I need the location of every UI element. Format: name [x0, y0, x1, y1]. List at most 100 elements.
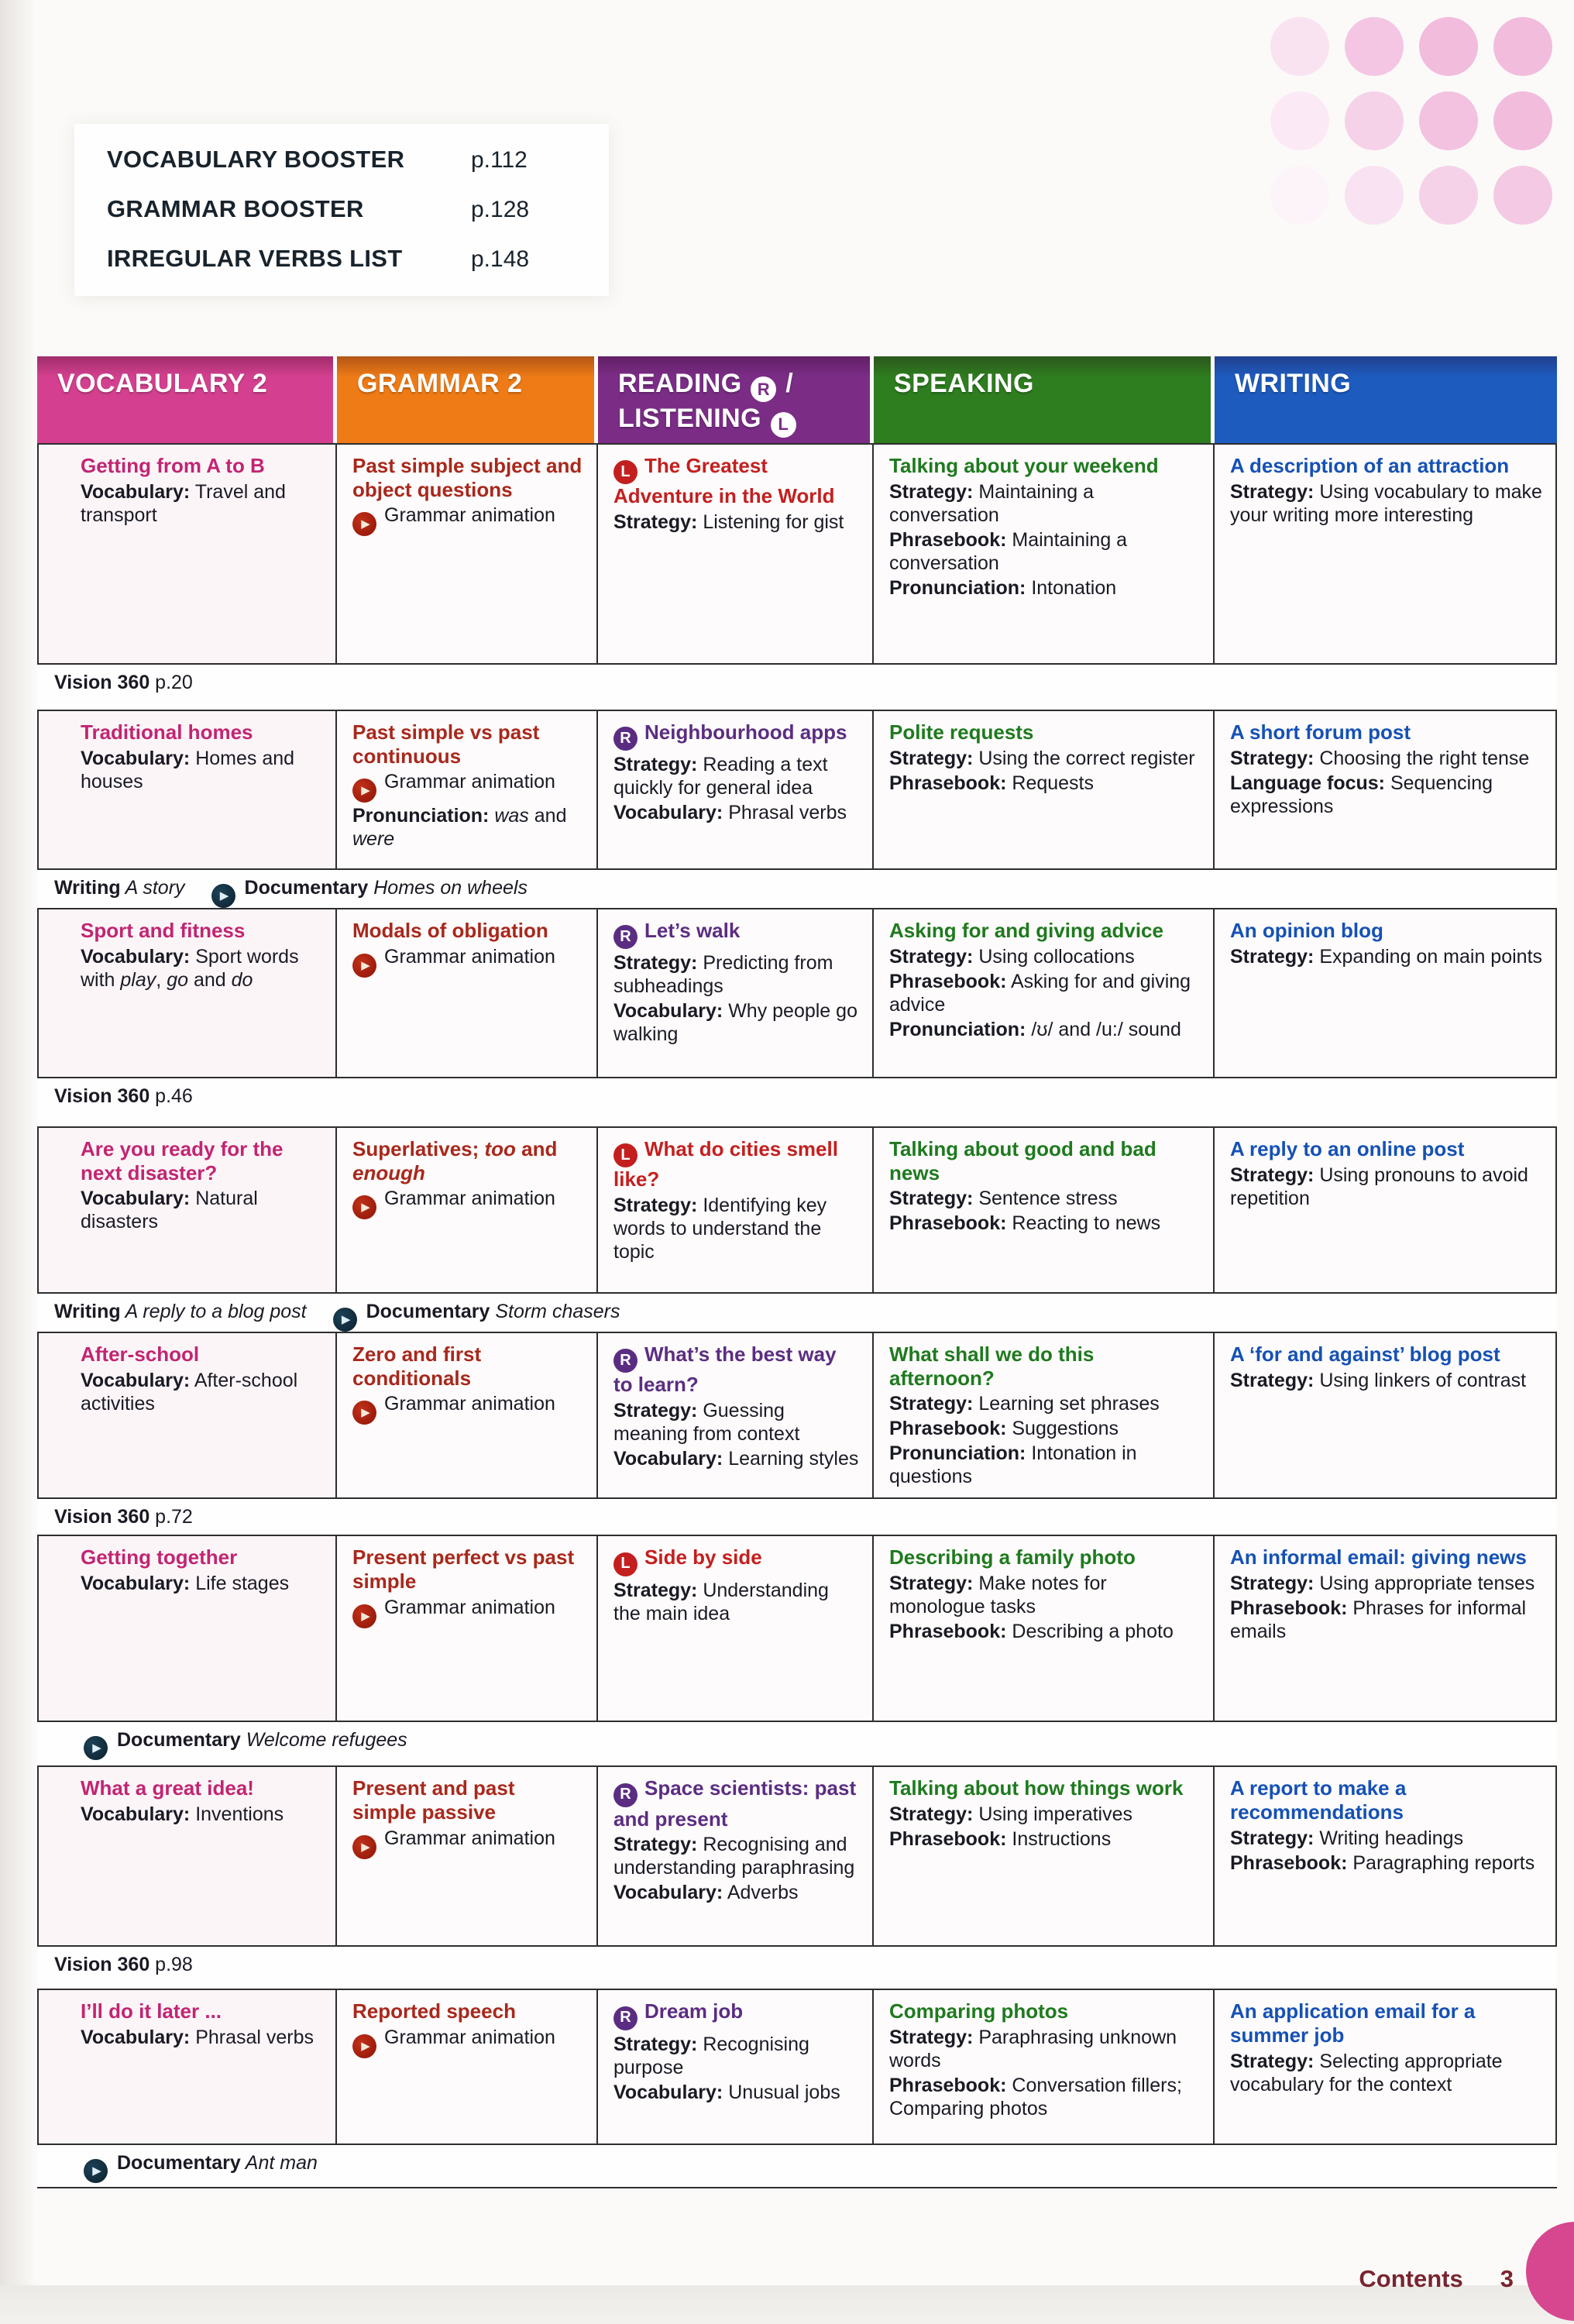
cell-line: Strategy: Using imperatives [889, 1803, 1133, 1826]
cell-title: A reply to an online post [1230, 1137, 1465, 1160]
table-cell: Sport and fitness Vocabulary: Sport words… [37, 909, 337, 1078]
table-cell: L Side by side Strategy: Understanding the… [598, 1536, 874, 1723]
cell-line: Strategy: Expanding on main points [1230, 945, 1543, 968]
table-cell: Present perfect vs past simpleGrammar an… [337, 1536, 598, 1723]
page-number: 3 [1500, 2265, 1514, 2292]
table-cell: Getting together Vocabulary: Life stages [37, 1536, 337, 1723]
reading-icon: R [613, 1349, 638, 1373]
cell-title: What a great idea! [81, 1776, 254, 1800]
cell-line: Phrasebook: Reacting to news [889, 1212, 1161, 1235]
cell-title: Present and past simple passive [352, 1776, 515, 1824]
cell-line: Strategy: Reading a text quickly for gen… [613, 754, 828, 799]
column-header: WRITING [1215, 356, 1557, 443]
cell-line: Phrasebook: Paragraphing reports [1230, 1851, 1535, 1874]
cell-line: Language focus: Sequencing expressions [1230, 772, 1493, 817]
booster-label: IRREGULAR VERBS LIST [107, 245, 403, 272]
cell-line: Pronunciation: was and were [352, 805, 567, 851]
cell-title: L The Greatest Adventure in the World [613, 454, 835, 508]
table-cell: I’ll do it later ... Vocabulary: Phrasal … [37, 1990, 337, 2146]
decorative-dot [1270, 17, 1329, 76]
cell-title: R Neighbourhood apps [613, 720, 860, 751]
decorative-dot [1345, 166, 1404, 225]
cell-title: L Side by side [613, 1545, 860, 1576]
table-cell: R Dream job Strategy: Recognising purpose V… [598, 1990, 874, 2146]
table-cell: Past simple subject and object questions… [337, 445, 598, 665]
cell-line: Strategy: Paraphrasing unknown words [889, 2027, 1177, 2072]
cell-line: Vocabulary: Unusual jobs [613, 2081, 840, 2103]
table-cell: L What do cities smell like? Strategy: Ide… [598, 1128, 874, 1294]
table-cell: A reply to an online post Strategy: Using… [1215, 1128, 1557, 1294]
cell-line: Vocabulary: Phrasal verbs [613, 802, 847, 824]
table-cell: R What’s the best way to learn? Strategy: … [598, 1333, 874, 1500]
cell-line: Grammar animation [352, 1187, 584, 1220]
table-cell: Getting from A to B Vocabulary: Travel an… [37, 445, 337, 665]
cell-line: Vocabulary: Why people go walking [613, 1000, 857, 1046]
documentary-note: Documentary Ant man [37, 2145, 1557, 2189]
table-cell: Traditional homes Vocabulary: Homes and h… [37, 711, 337, 870]
cell-line: Strategy: Writing headings [1230, 1827, 1464, 1849]
cell-line: Strategy: Sentence stress [889, 1188, 1118, 1210]
cell-line: Strategy: Using collocations [889, 945, 1135, 968]
cell-title: Comparing photos [889, 1999, 1069, 2023]
cell-line: Grammar animation [352, 945, 584, 978]
column-header-label: SPEAKING [874, 356, 1211, 443]
cell-title: Past simple vs past continuous [352, 720, 540, 768]
cell-line: Vocabulary: Phrasal verbs [81, 2027, 314, 2049]
vision-360-note: Vision 360 p.20 [37, 665, 1557, 711]
table-cell: Zero and first conditionalsGrammar anima… [337, 1333, 598, 1500]
cell-line: Vocabulary: After-school activities [81, 1369, 298, 1415]
cell-title: Sport and fitness [81, 919, 246, 942]
cell-title: Asking for and giving advice [889, 919, 1163, 942]
cell-title: Polite requests [889, 720, 1034, 744]
writing-documentary-note: Writing A storyDocumentary Homes on whee… [37, 870, 1557, 909]
cell-line: Strategy: Identifying key words to under… [613, 1194, 827, 1263]
decorative-dot [1419, 17, 1478, 76]
page-footer: Contents 3 [1359, 2265, 1514, 2293]
column-header-label: VOCABULARY 2 [37, 356, 333, 443]
booster-page-number: p.112 [471, 147, 528, 173]
reading-icon: R [613, 727, 638, 751]
cell-line: Strategy: Using the correct register [889, 747, 1195, 769]
booster-label: VOCABULARY BOOSTER [107, 146, 405, 173]
cell-line: Strategy: Using vocabulary to make your … [1230, 480, 1542, 526]
cell-title: After-school [81, 1342, 200, 1366]
booster-page-number: p.148 [471, 246, 530, 272]
cell-line: Vocabulary: Homes and houses [81, 747, 295, 792]
decorative-dot [1493, 91, 1552, 150]
table-cell: An informal email: giving news Strategy: … [1215, 1536, 1557, 1723]
table-cell: Are you ready for the next disaster? Voca… [37, 1128, 337, 1294]
cell-line: Strategy: Maintaining a conversation [889, 480, 1095, 526]
cell-line: Vocabulary: Learning styles [613, 1447, 859, 1470]
booster-list: VOCABULARY BOOSTER p.112 GRAMMAR BOOSTER… [74, 124, 609, 296]
contents-label: Contents [1359, 2265, 1463, 2292]
cell-title: A ‘for and against’ blog post [1230, 1342, 1500, 1366]
cell-line: Phrasebook: Asking for and giving advice [889, 970, 1191, 1016]
cell-line: Grammar animation [352, 2026, 584, 2059]
cell-line: Strategy: Understanding the main idea [613, 1579, 829, 1624]
vision-360-note: Vision 360 p.46 [37, 1078, 1557, 1128]
grammar-animation-play-icon [352, 1834, 376, 1859]
cell-line: Strategy: Predicting from subheadings [613, 952, 833, 998]
cell-line: Phrasebook: Maintaining a conversation [889, 528, 1128, 574]
table-cell: Talking about your weekend Strategy: Main… [874, 445, 1215, 665]
column-header: READING R / LISTENING L [598, 356, 874, 443]
reading-icon: R [613, 2006, 638, 2030]
cell-title: Zero and first conditionals [352, 1342, 482, 1390]
documentary-play-icon [84, 2159, 108, 2184]
cell-title: I’ll do it later ... [81, 1999, 222, 2023]
cell-title: Past simple subject and object questions [352, 454, 583, 501]
contents-table: VOCABULARY 2 GRAMMAR 2 READING R / LISTENIN… [37, 356, 1557, 2189]
table-cell: R Space scientists: past and present Strat… [598, 1767, 874, 1948]
table-cell: Asking for and giving advice Strategy: Us… [874, 909, 1215, 1078]
table-cell: An application email for a summer job Str… [1215, 1990, 1557, 2146]
column-header-label: READING R / LISTENING L [598, 356, 870, 443]
cell-line: Strategy: Guessing meaning from context [613, 1399, 800, 1445]
cell-line: Pronunciation: Intonation in questions [889, 1442, 1137, 1488]
column-header: VOCABULARY 2 [37, 356, 337, 443]
documentary-note: Documentary Welcome refugees [37, 1722, 1557, 1768]
cell-line: Strategy: Recognising and understanding … [613, 1834, 855, 1879]
reading-icon: R [613, 925, 638, 950]
cell-line: Vocabulary: Travel and transport [81, 480, 286, 526]
cell-line: Strategy: Choosing the right tense [1230, 747, 1530, 769]
cell-line: Strategy: Using appropriate tenses [1230, 1573, 1535, 1595]
